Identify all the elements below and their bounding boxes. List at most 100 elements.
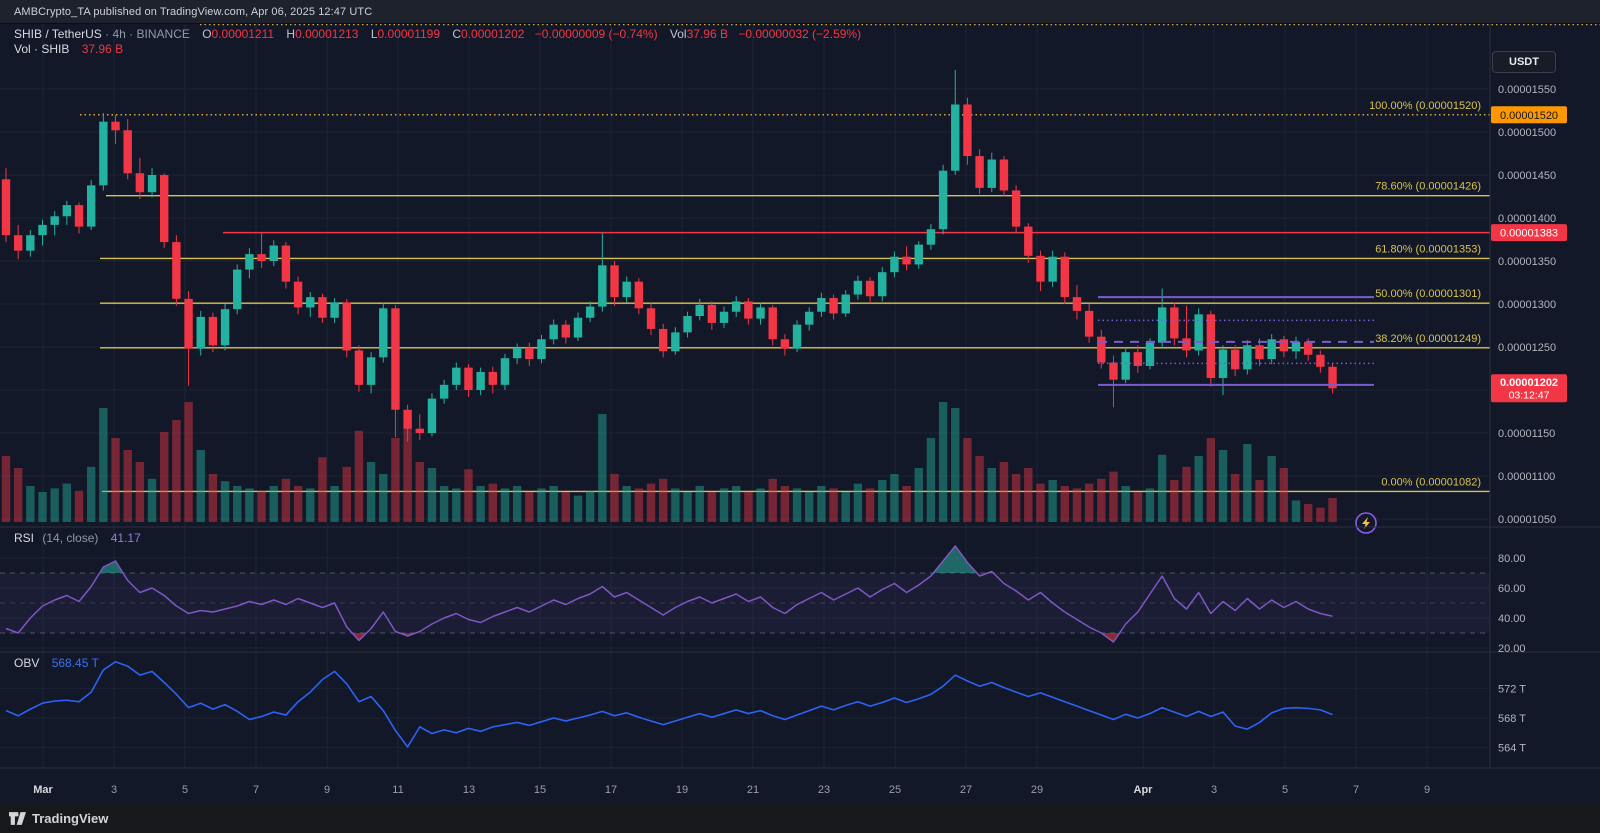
time-axis[interactable]: Mar 3 5 7 9 11 13 15 17 19 21 23 25 27 29 Apr 3 5 7 9 (33, 784, 1430, 796)
symbol-title[interactable]: SHIB / TetherUS (14, 27, 102, 41)
publish-attribution: AMBCrypto_TA published on TradingView.co… (14, 5, 373, 18)
volume-bar (878, 480, 887, 522)
obv-line (5, 660, 1333, 748)
price-badge (1491, 224, 1567, 242)
volume-bar (792, 488, 802, 522)
volume-bar (938, 402, 948, 522)
candle-body (476, 371, 485, 390)
price-channel[interactable] (1098, 296, 1374, 386)
volume-bar (914, 468, 923, 522)
obv-legend[interactable]: OBV 568.45 T (14, 656, 99, 670)
candle-body (744, 301, 753, 319)
candle-body (561, 324, 571, 338)
candle-body (805, 311, 814, 325)
candle-body (890, 256, 899, 273)
volume-bar (293, 486, 303, 522)
close-label: C (452, 27, 462, 41)
volume-bar (354, 430, 364, 522)
candle-body (817, 297, 826, 312)
volume-bar (1109, 471, 1118, 522)
volume-bar (99, 408, 108, 522)
candle-body (439, 384, 449, 399)
candle-body (573, 317, 583, 338)
candle-body (1048, 256, 1057, 282)
volume-study-title: Vol · SHIB (14, 42, 70, 56)
candle-body (1255, 345, 1264, 360)
candle-body (537, 339, 546, 360)
candle-body (208, 316, 218, 346)
candle-body (1109, 362, 1118, 380)
candle-body (1097, 336, 1106, 363)
close-value: 0.00001202 (461, 27, 525, 41)
symbol-legend[interactable]: SHIB / TetherUS · 4h · BINANCE O0.000012… (14, 27, 861, 41)
rsi-pane[interactable] (0, 527, 1490, 652)
lightning-marker[interactable] (1355, 512, 1377, 534)
candle-body (111, 121, 120, 131)
chart-area[interactable]: 100.00% (0.00001520) 78.60% (0.00001426) 6… (0, 23, 1600, 803)
price-tick-label: 0.00001150 (1498, 428, 1555, 440)
candle-body (975, 156, 984, 188)
volume-bar (951, 408, 960, 522)
volume-bar (379, 474, 388, 522)
currency-toggle-button[interactable]: USDT (1492, 51, 1556, 73)
time-tick-label: 11 (392, 784, 403, 796)
volume-bar (975, 456, 984, 522)
candle-body (38, 224, 47, 236)
volume-bar (26, 486, 35, 522)
candle-body (464, 367, 473, 390)
candle-body (926, 229, 936, 245)
price-axis[interactable]: 0.00001550 0.00001500 0.00001450 0.00001400… (1491, 84, 1567, 755)
chart-canvas[interactable]: 100.00% (0.00001520) 78.60% (0.00001426) 6… (0, 23, 1600, 803)
rsi-legend[interactable]: RSI (14, close) 41.17 (14, 531, 141, 545)
volume-study-legend[interactable]: Vol · SHIB 37.96 B (14, 42, 123, 56)
volume-bar (610, 474, 619, 522)
time-tick-label: 15 (534, 784, 546, 796)
candle-body (1303, 341, 1313, 355)
candle-body (914, 244, 923, 265)
candle-body (13, 235, 23, 251)
candle-body (1036, 255, 1045, 282)
last-price-label: 0.00001202 (1500, 377, 1558, 389)
volume-bar (476, 486, 485, 522)
chart-background[interactable] (0, 24, 1600, 803)
volume-bar (464, 469, 473, 522)
candle-body (1206, 314, 1216, 378)
rsi-line (5, 545, 1333, 643)
candle-body (634, 281, 644, 309)
volume-bar (184, 402, 193, 522)
candle-body (160, 175, 169, 243)
volume-bar (1048, 480, 1057, 522)
volume-study-value: 37.96 B (81, 42, 124, 56)
candle-body (671, 332, 680, 352)
volume-bar (62, 483, 72, 522)
lightning-bolt-icon (1362, 517, 1370, 529)
candle-body (403, 409, 412, 429)
candle-body (878, 272, 887, 297)
candle-body (658, 328, 668, 352)
volume-bar (1145, 488, 1155, 522)
obv-pane[interactable] (5, 660, 1333, 748)
volume-bar (671, 488, 680, 522)
fib-label: 0.00% (0.00001082) (1381, 476, 1481, 488)
volume-bar (452, 488, 461, 522)
volume-bar (756, 488, 765, 522)
candle-body (99, 121, 108, 186)
volume-bar (1157, 454, 1167, 522)
candle-body (756, 307, 765, 319)
obv-tick-label: 564 T (1498, 743, 1526, 755)
candle-body (853, 280, 863, 295)
volume-bar (1060, 486, 1069, 522)
volume-bar (1255, 480, 1264, 522)
candle-body (598, 265, 607, 307)
obv-title: OBV (14, 656, 40, 670)
candle-body (50, 216, 59, 225)
volume-bar (1121, 486, 1130, 522)
volume-bar (1316, 507, 1325, 522)
fib-label: 61.80% (0.00001353) (1375, 243, 1481, 255)
tradingview-wordmark[interactable]: TradingView (32, 810, 109, 826)
volume-bar (1194, 456, 1203, 522)
volume-bar (1243, 444, 1252, 522)
candle-body (488, 371, 497, 385)
open-label: O (202, 27, 212, 41)
tradingview-logo-icon[interactable] (9, 811, 26, 826)
